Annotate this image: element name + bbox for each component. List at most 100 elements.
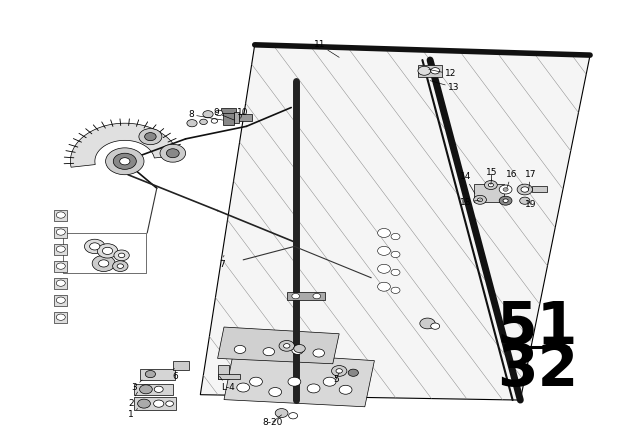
Bar (140, 369, 175, 380)
Text: 10: 10 (237, 108, 248, 118)
Circle shape (292, 293, 300, 299)
Bar (218, 365, 229, 379)
Circle shape (313, 349, 324, 357)
Circle shape (187, 120, 197, 127)
Circle shape (378, 246, 390, 255)
Text: 15: 15 (486, 168, 498, 185)
Bar (134, 397, 176, 410)
Circle shape (114, 250, 129, 261)
Circle shape (503, 199, 508, 202)
Circle shape (99, 260, 109, 267)
Text: 11: 11 (314, 40, 339, 57)
Circle shape (203, 111, 213, 118)
Circle shape (391, 233, 400, 240)
Circle shape (307, 384, 320, 393)
Circle shape (166, 149, 179, 158)
Circle shape (294, 345, 305, 353)
Circle shape (154, 400, 164, 407)
Text: 13: 13 (430, 81, 460, 92)
Text: 1: 1 (128, 409, 138, 419)
Circle shape (138, 399, 150, 408)
Circle shape (56, 212, 65, 218)
Circle shape (284, 344, 290, 348)
Circle shape (313, 293, 321, 299)
Bar (54, 244, 67, 255)
Text: 14: 14 (460, 172, 475, 194)
Circle shape (263, 348, 275, 356)
Circle shape (288, 377, 301, 386)
Circle shape (484, 181, 497, 190)
Circle shape (269, 388, 282, 396)
Polygon shape (224, 352, 374, 407)
Circle shape (211, 119, 218, 123)
Circle shape (154, 386, 163, 392)
Circle shape (520, 197, 530, 204)
Circle shape (160, 144, 186, 162)
Circle shape (237, 383, 250, 392)
Circle shape (90, 243, 100, 250)
Circle shape (418, 66, 431, 75)
Circle shape (292, 346, 303, 354)
Text: 5: 5 (333, 373, 339, 384)
Circle shape (102, 247, 113, 254)
Circle shape (378, 228, 390, 237)
Circle shape (477, 198, 483, 202)
Circle shape (166, 401, 173, 406)
Text: 6: 6 (173, 368, 179, 381)
Bar (54, 210, 67, 221)
Circle shape (56, 229, 65, 235)
Polygon shape (70, 123, 179, 167)
Text: 12: 12 (429, 69, 456, 78)
Circle shape (145, 370, 156, 378)
Circle shape (120, 158, 130, 165)
Circle shape (275, 409, 288, 418)
Text: 8-20: 8-20 (262, 415, 283, 426)
Text: 51: 51 (497, 298, 579, 356)
Circle shape (113, 261, 128, 271)
Circle shape (92, 255, 115, 271)
Circle shape (215, 110, 223, 116)
Bar (234, 112, 239, 123)
Text: 7: 7 (219, 255, 225, 269)
Circle shape (378, 264, 390, 273)
Circle shape (56, 246, 65, 252)
Circle shape (391, 251, 400, 258)
Bar (221, 108, 236, 113)
Circle shape (56, 314, 65, 320)
Circle shape (391, 287, 400, 293)
Bar (474, 184, 504, 202)
Circle shape (56, 297, 65, 303)
Text: 19: 19 (525, 200, 536, 209)
Circle shape (378, 282, 390, 291)
Circle shape (118, 253, 125, 258)
Circle shape (332, 366, 347, 376)
Text: 16: 16 (506, 170, 517, 188)
Circle shape (97, 244, 118, 258)
Circle shape (474, 195, 486, 204)
Circle shape (499, 185, 512, 194)
Bar (218, 374, 240, 379)
Text: 17: 17 (525, 170, 536, 190)
Circle shape (499, 196, 512, 205)
Text: 18: 18 (460, 198, 481, 207)
Circle shape (391, 269, 400, 276)
Circle shape (56, 263, 65, 269)
Bar (54, 261, 67, 272)
Text: 8: 8 (188, 110, 223, 120)
Circle shape (323, 377, 336, 386)
Circle shape (420, 318, 435, 329)
Text: 32: 32 (497, 341, 578, 398)
Text: 9: 9 (214, 108, 234, 120)
Bar (54, 295, 67, 306)
Circle shape (289, 413, 298, 419)
Circle shape (139, 129, 162, 145)
Circle shape (140, 385, 152, 394)
Bar (223, 112, 234, 125)
Circle shape (200, 119, 207, 125)
Bar (134, 384, 173, 395)
Circle shape (106, 148, 144, 175)
Circle shape (117, 264, 124, 268)
Circle shape (250, 377, 262, 386)
Bar (418, 65, 442, 77)
Bar (54, 278, 67, 289)
